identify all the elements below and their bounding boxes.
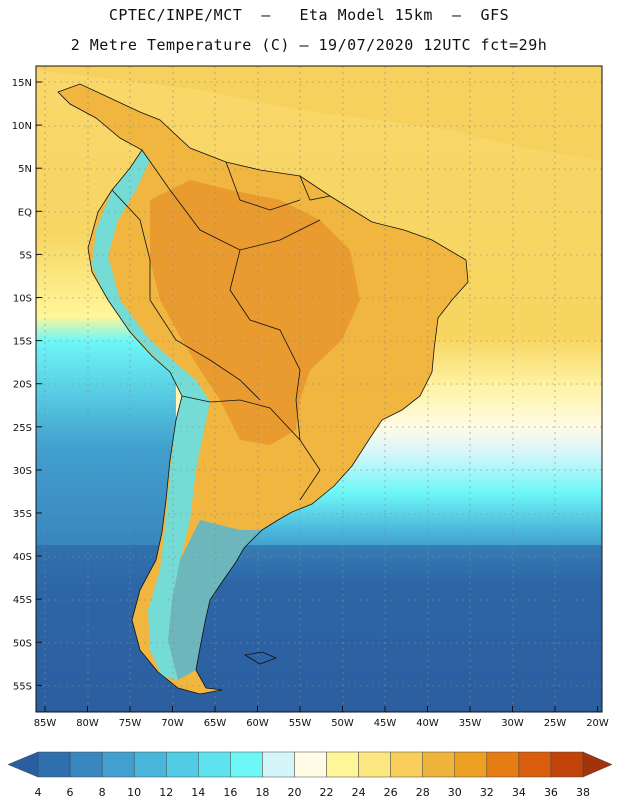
- colorbar-label: 18: [255, 786, 269, 799]
- colorbar-swatch: [486, 751, 520, 778]
- lat-tick-label: 5S: [19, 250, 32, 261]
- colorbar-swatch: [294, 751, 327, 778]
- colorbar-right-arrow: [582, 751, 613, 778]
- colorbar-swatch: [422, 751, 456, 778]
- colorbar-swatch: [358, 751, 391, 778]
- colorbar-label: 38: [576, 786, 590, 799]
- colorbar-label: 12: [159, 786, 173, 799]
- colorbar-swatch: [101, 751, 135, 778]
- lon-tick-label: 30W: [501, 718, 524, 729]
- lon-tick-label: 45W: [374, 718, 397, 729]
- lat-tick-label: 40S: [13, 552, 32, 563]
- colorbar-swatch: [262, 751, 295, 778]
- map-frame: [35, 65, 603, 713]
- lat-tick-label: 55S: [13, 681, 32, 692]
- lon-tick-label: 60W: [246, 718, 269, 729]
- lat-tick-label: 20S: [13, 380, 32, 391]
- lat-tick-label: EQ: [18, 207, 32, 218]
- lon-tick-label: 20W: [586, 718, 609, 729]
- chart-title-line2: 2 Metre Temperature (C) – 19/07/2020 12U…: [70, 36, 548, 54]
- colorbar-label: 10: [127, 786, 141, 799]
- lon-tick-label: 50W: [331, 718, 354, 729]
- colorbar-swatch: [230, 751, 263, 778]
- lon-tick-label: 75W: [119, 718, 142, 729]
- colorbar-label: 6: [67, 786, 74, 799]
- colorbar-swatch: [454, 751, 488, 778]
- latitude-axis: 15N 10N 5N EQ 5S 10S 15S 20S 25S 30S 35S 40S 45S 50S 5…: [12, 78, 42, 692]
- colorbar-swatch: [550, 751, 584, 778]
- andes-cold-zone: [92, 150, 210, 680]
- lon-tick-label: 40W: [416, 718, 439, 729]
- southern-ocean-field: [36, 545, 602, 712]
- colorbar-label: 14: [191, 786, 205, 799]
- lat-tick-label: 10N: [12, 121, 32, 132]
- patagonia-cool-zone: [168, 520, 262, 680]
- colorbar-swatch: [326, 751, 359, 778]
- lon-tick-label: 65W: [204, 718, 227, 729]
- lon-tick-label: 55W: [289, 718, 312, 729]
- colorbar-label: 34: [512, 786, 526, 799]
- longitude-axis: 85W 80W 75W 70W 65W 60W 55W 50W 45W 40W 35W 30W 25W 2…: [34, 706, 609, 729]
- colorbar-label: 36: [544, 786, 558, 799]
- colorbar-swatch: [37, 751, 71, 778]
- colorbar-label: 24: [352, 786, 366, 799]
- colorbar-label: 26: [384, 786, 398, 799]
- lat-tick-label: 50S: [13, 638, 32, 649]
- colorbar-swatch: [198, 751, 231, 778]
- colorbar-label: 4: [35, 786, 42, 799]
- lat-tick-label: 25S: [13, 423, 32, 434]
- graticule: [36, 66, 602, 712]
- colorbar-label: 30: [448, 786, 462, 799]
- colorbar-swatch: [518, 751, 552, 778]
- colorbar-label: 16: [223, 786, 237, 799]
- lon-tick-label: 80W: [76, 718, 99, 729]
- colorbar-label: 22: [320, 786, 334, 799]
- colorbar-label: 20: [287, 786, 301, 799]
- lat-tick-label: 10S: [13, 294, 32, 305]
- north-warm-zone: [36, 66, 602, 160]
- colorbar: 4 6 8 10 12 14 16 18 20 22 24 26 28 30 32 34 36 38: [7, 751, 613, 799]
- chart-title-line1: CPTEC/INPE/MCT – Eta Model 15km – GFS: [108, 6, 510, 24]
- lat-tick-label: 45S: [13, 595, 32, 606]
- lat-tick-label: 30S: [13, 466, 32, 477]
- colorbar-label: 8: [99, 786, 106, 799]
- lat-tick-label: 5N: [18, 164, 32, 175]
- colorbar-label: 28: [416, 786, 430, 799]
- lat-tick-label: 35S: [13, 509, 32, 520]
- country-borders: [57, 83, 469, 695]
- temperature-field: [36, 66, 602, 712]
- colorbar-swatch: [133, 751, 167, 778]
- lon-tick-label: 70W: [161, 718, 184, 729]
- colorbar-swatch: [390, 751, 423, 778]
- lon-tick-label: 25W: [544, 718, 567, 729]
- lat-tick-label: 15N: [12, 78, 32, 89]
- lon-tick-label: 35W: [459, 718, 482, 729]
- colorbar-swatch: [69, 751, 103, 778]
- colorbar-label: 32: [480, 786, 494, 799]
- lon-tick-label: 85W: [34, 718, 57, 729]
- colorbar-left-arrow: [7, 751, 39, 778]
- lat-tick-label: 15S: [13, 337, 32, 348]
- hot-interior-zone: [150, 180, 360, 445]
- colorbar-swatch: [165, 751, 199, 778]
